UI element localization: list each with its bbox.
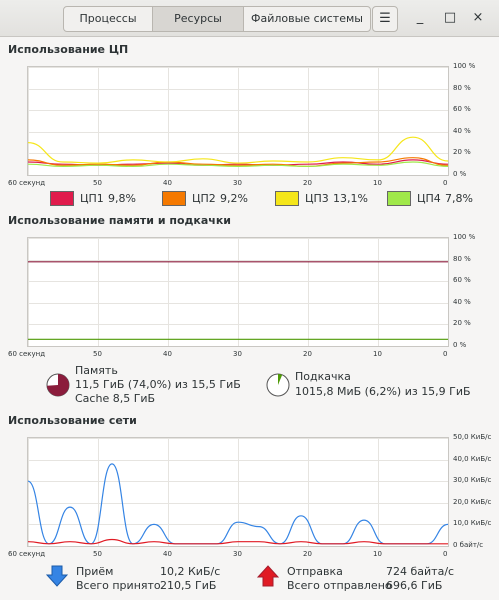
receive-label: Приём — [76, 565, 114, 578]
x-tick-label: 30 — [233, 350, 242, 358]
swap-pie-icon — [266, 373, 290, 397]
cpu-legend-value: 13,1% — [333, 192, 368, 205]
y-tick-label: 0 % — [453, 170, 467, 178]
y-tick-label: 60 % — [453, 105, 471, 114]
memory-graph — [27, 237, 449, 347]
network-section-title: Использование сети — [8, 414, 137, 427]
x-tick-label: 50 — [93, 179, 102, 187]
cpu-legend-value: 9,8% — [108, 192, 136, 205]
y-tick-label: 20,0 КиБ/с — [453, 497, 492, 506]
maximize-icon[interactable]: □ — [443, 10, 457, 25]
cpu-color-swatch[interactable] — [50, 191, 74, 206]
y-tick-label: 0 % — [453, 341, 467, 349]
receive-total: 210,5 ГиБ — [160, 579, 217, 592]
y-tick-label: 100 % — [453, 233, 476, 241]
network-graph — [27, 437, 449, 547]
cpu-legend-name: ЦП2 — [192, 192, 216, 205]
x-tick-label: 0 — [443, 350, 448, 358]
series-line-0 — [28, 463, 448, 545]
x-tick-label: 50 — [93, 350, 102, 358]
memory-label: Память — [75, 364, 118, 377]
x-tick-label: 0 — [443, 179, 448, 187]
x-tick-label: 10 — [373, 179, 382, 187]
y-tick-label: 0 байт/с — [453, 541, 484, 549]
y-tick-label: 30,0 КиБ/с — [453, 476, 492, 485]
x-tick-label: 10 — [373, 550, 382, 558]
x-tick-label: 30 — [233, 179, 242, 187]
cpu-color-swatch[interactable] — [275, 191, 299, 206]
cpu-chart-svg — [28, 67, 448, 175]
send-rate: 724 байта/с — [386, 565, 455, 578]
tab-file-systems[interactable]: Файловые системы — [251, 12, 363, 25]
view-switcher: Процессы Ресурсы Файловые системы — [63, 6, 371, 32]
send-label: Отправка — [287, 565, 343, 578]
cpu-section-title: Использование ЦП — [8, 43, 129, 56]
network-chart-svg — [28, 438, 448, 546]
receive-arrow-icon — [46, 565, 68, 587]
y-tick-label: 10,0 КиБ/с — [453, 519, 492, 528]
x-tick-label: 60 секунд — [8, 550, 46, 558]
y-tick-label: 40,0 КиБ/с — [453, 454, 492, 463]
x-tick-label: 10 — [373, 350, 382, 358]
cpu-color-swatch[interactable] — [162, 191, 186, 206]
receive-total-label: Всего принято — [76, 579, 161, 592]
swap-value: 1015,8 МиБ (6,2%) из 15,9 ГиБ — [295, 385, 471, 398]
series-line-3 — [28, 161, 448, 168]
y-tick-label: 80 % — [453, 254, 471, 263]
y-tick-label: 20 % — [453, 148, 471, 157]
y-tick-label: 20 % — [453, 319, 471, 328]
y-tick-label: 80 % — [453, 83, 471, 92]
cpu-legend-value: 9,2% — [220, 192, 248, 205]
send-total-label: Всего отправлено — [287, 579, 392, 592]
series-line-2 — [28, 136, 448, 164]
receive-rate: 10,2 КиБ/с — [160, 565, 221, 578]
memory-cache: Cache 8,5 ГиБ — [75, 392, 156, 405]
x-tick-label: 60 секунд — [8, 179, 46, 187]
x-tick-label: 20 — [303, 350, 312, 358]
cpu-graph — [27, 66, 449, 176]
x-tick-label: 40 — [163, 550, 172, 558]
send-arrow-icon — [257, 565, 279, 587]
x-tick-label: 60 секунд — [8, 350, 46, 358]
hamburger-menu-icon[interactable]: ☰ — [372, 6, 398, 32]
cpu-color-swatch[interactable] — [387, 191, 411, 206]
x-tick-label: 20 — [303, 179, 312, 187]
minimize-icon[interactable]: _ — [416, 10, 424, 25]
cpu-legend-name: ЦП1 — [80, 192, 104, 205]
y-tick-label: 40 % — [453, 297, 471, 306]
swap-label: Подкачка — [295, 370, 351, 383]
y-tick-label: 60 % — [453, 276, 471, 285]
x-tick-label: 40 — [163, 179, 172, 187]
series-line-1 — [28, 538, 448, 545]
x-tick-label: 50 — [93, 550, 102, 558]
x-tick-label: 30 — [233, 550, 242, 558]
memory-chart-svg — [28, 238, 448, 346]
memory-pie-icon — [46, 373, 70, 397]
memory-section-title: Использование памяти и подкачки — [8, 214, 232, 227]
y-tick-label: 100 % — [453, 62, 476, 70]
cpu-legend-name: ЦП4 — [417, 192, 441, 205]
y-tick-label: 40 % — [453, 126, 471, 135]
memory-value: 11,5 ГиБ (74,0%) из 15,5 ГиБ — [75, 378, 241, 391]
close-icon[interactable]: × — [472, 10, 484, 25]
tab-resources[interactable]: Ресурсы — [153, 7, 244, 31]
series-line-1 — [28, 157, 448, 168]
send-total: 696,6 ГиБ — [386, 579, 443, 592]
cpu-legend-name: ЦП3 — [305, 192, 329, 205]
y-tick-label: 50,0 КиБ/с — [453, 433, 492, 441]
tab-processes[interactable]: Процессы — [64, 7, 153, 31]
x-tick-label: 20 — [303, 550, 312, 558]
x-tick-label: 0 — [443, 550, 448, 558]
cpu-legend-value: 7,8% — [445, 192, 473, 205]
header-bar: Процессы Ресурсы Файловые системы ☰ _ □ … — [0, 0, 499, 37]
x-tick-label: 40 — [163, 350, 172, 358]
